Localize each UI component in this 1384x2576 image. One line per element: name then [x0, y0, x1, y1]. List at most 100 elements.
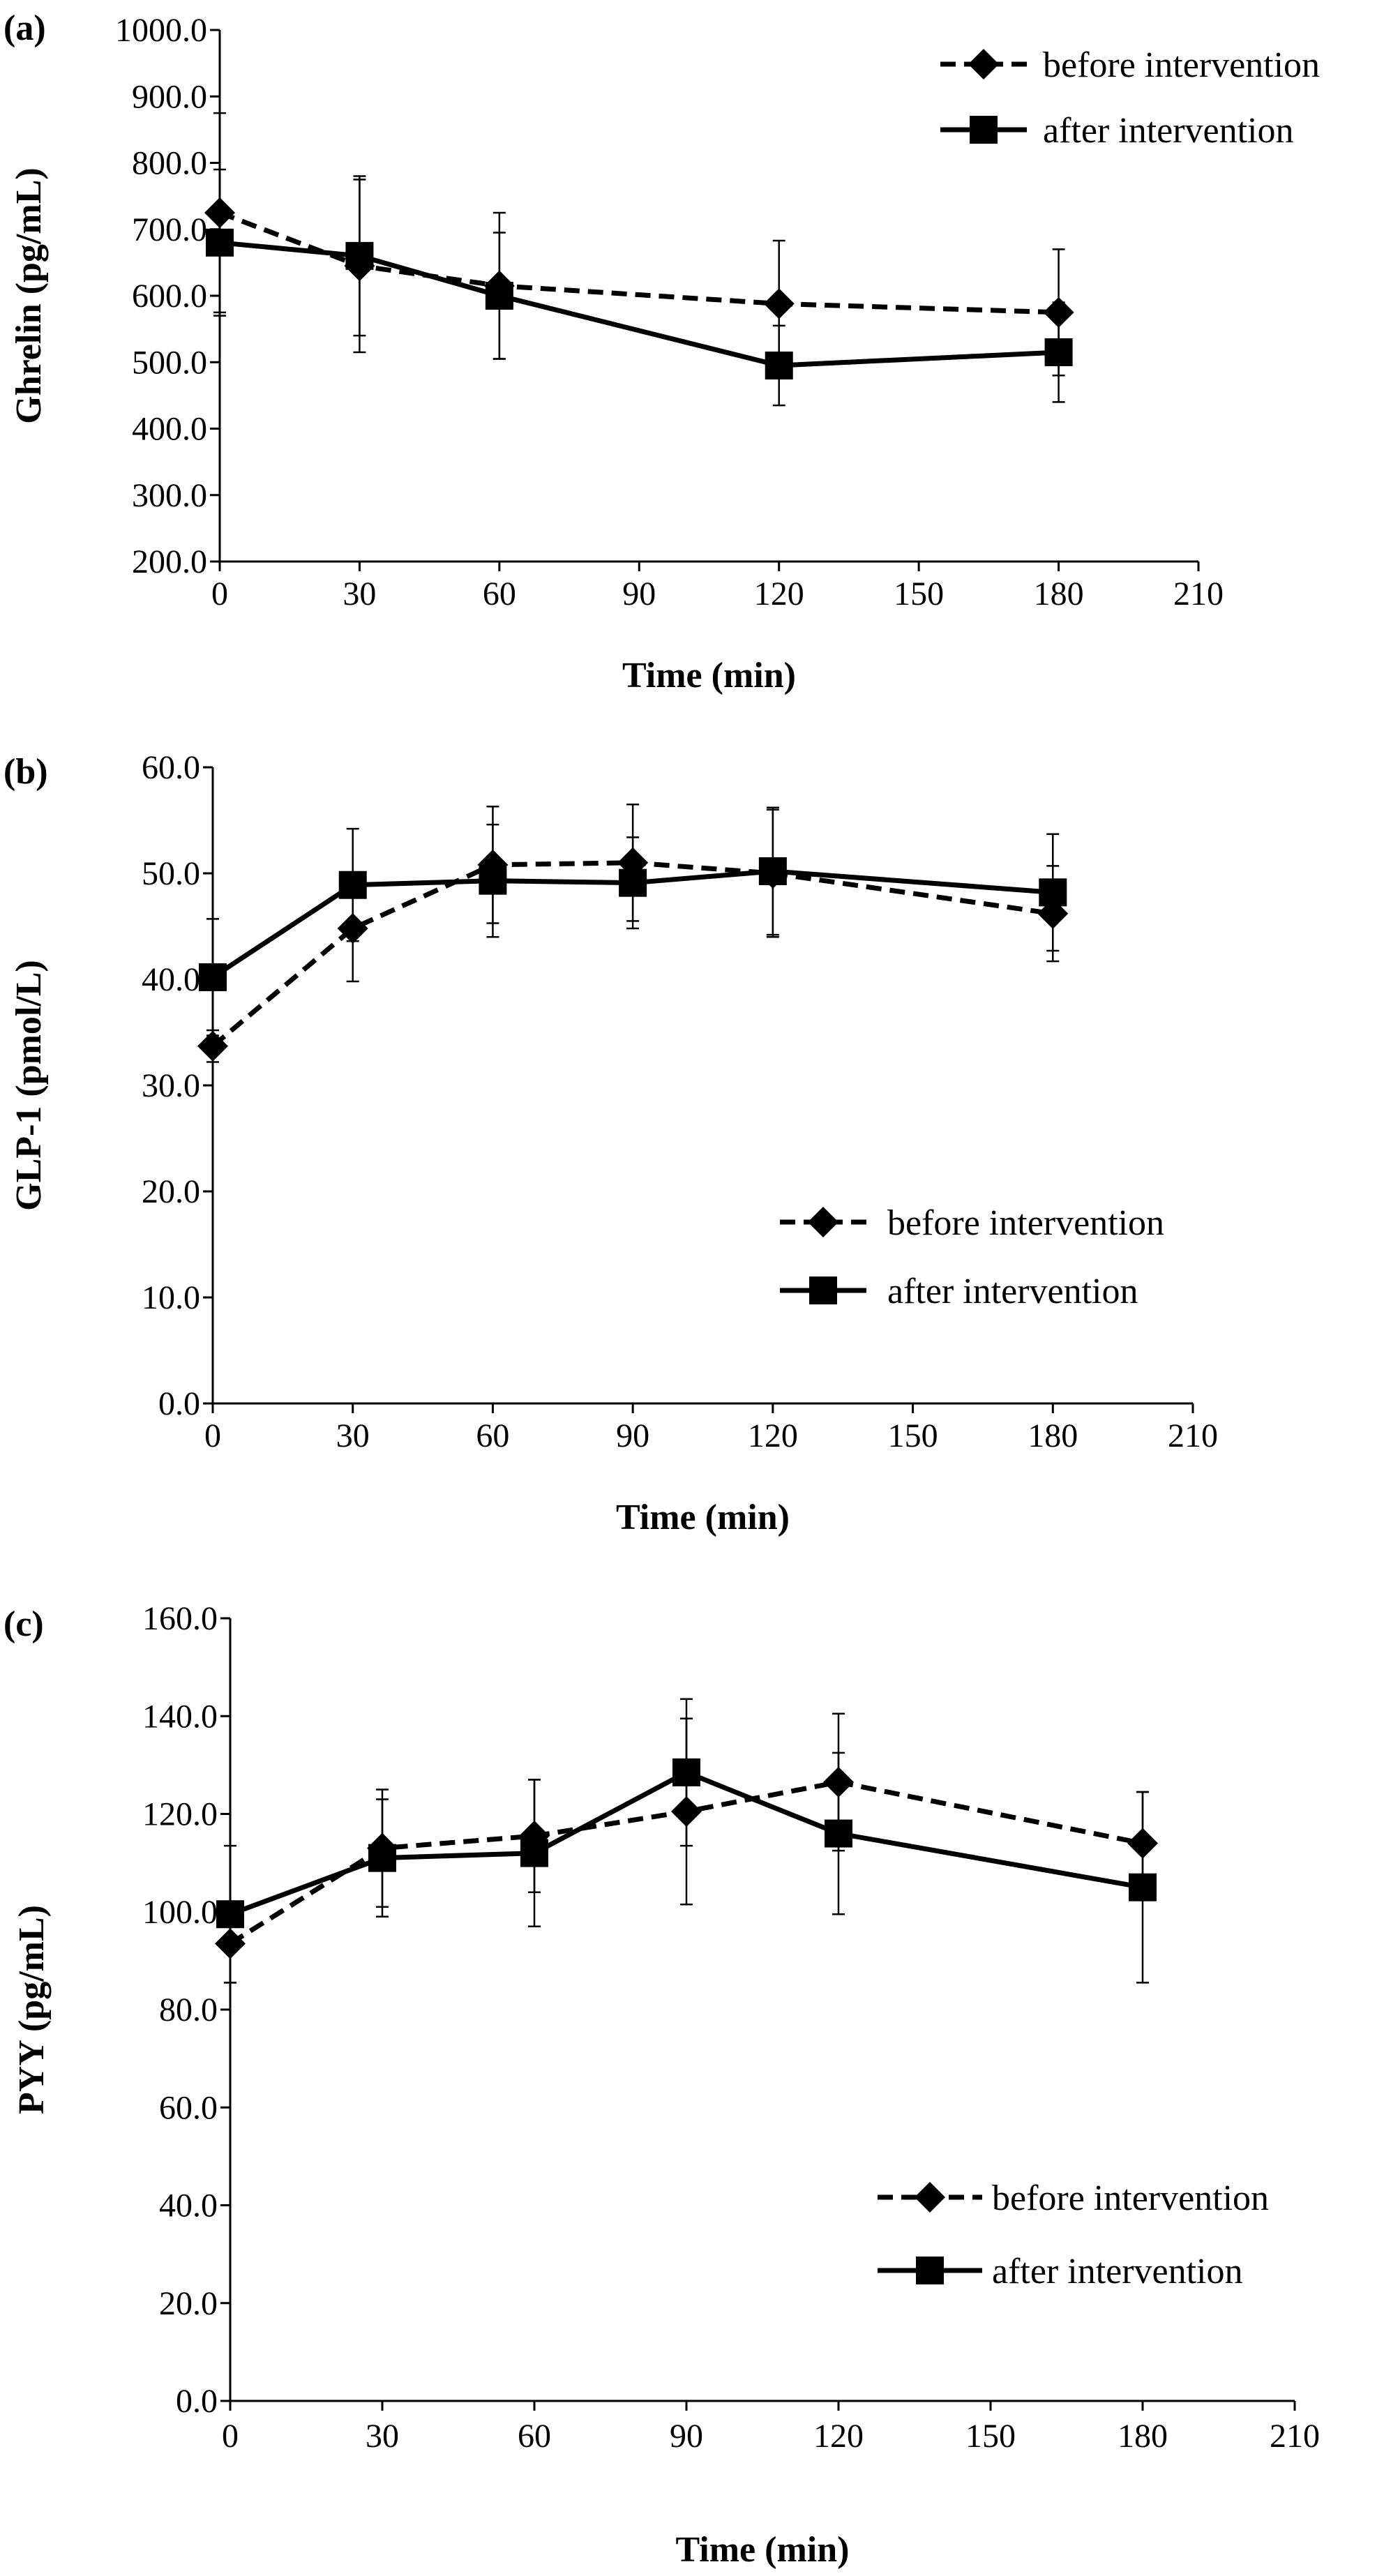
chart-panels: 200.0300.0400.0500.0600.0700.0800.0900.0…	[3, 8, 1320, 2570]
y-tick-label: 120.0	[142, 1796, 218, 1833]
x-tick-label: 210	[1173, 575, 1224, 612]
x-tick-label: 60	[483, 575, 516, 612]
y-tick-label: 140.0	[142, 1698, 218, 1735]
data-point-square	[345, 241, 374, 270]
series-line	[211, 860, 1053, 1048]
x-tick-label: 60	[518, 2418, 551, 2455]
y-axis-title: PYY (pg/mL)	[12, 1905, 52, 2114]
series-line	[211, 868, 1053, 979]
y-tick-label: 50.0	[142, 855, 200, 892]
series-line	[229, 1770, 1143, 1917]
x-tick-label: 60	[476, 1417, 509, 1454]
y-tick-label: 300.0	[132, 477, 207, 514]
y-tick-label: 0.0	[158, 1385, 200, 1422]
x-axis-title: Time (min)	[616, 1498, 790, 1537]
y-tick-label: 0.0	[176, 2383, 218, 2420]
x-tick-label: 0	[211, 575, 228, 612]
y-tick-label: 30.0	[142, 1067, 200, 1104]
legend: before intervention after intervention	[940, 45, 1320, 151]
data-point-square	[216, 1900, 244, 1929]
series-line	[229, 1779, 1143, 1946]
x-tick-label: 180	[1034, 575, 1084, 612]
data-point-square	[338, 871, 367, 899]
y-tick-label: 600.0	[132, 278, 207, 315]
x-axis-title: Time (min)	[622, 656, 796, 695]
data-point-square	[1044, 338, 1073, 366]
panel-label: (b)	[3, 752, 48, 792]
data-point-square	[206, 228, 234, 257]
data-point-square	[368, 1844, 396, 1872]
y-tick-label: 800.0	[132, 145, 207, 182]
chart-panel-1: 200.0 300.0 400.0 500.0 600.0 700.0 800.0 900.0…	[3, 8, 1320, 695]
series-after-intervention	[199, 806, 1067, 1037]
panel-label: (a)	[3, 8, 46, 48]
data-point-square	[765, 352, 793, 380]
y-tick-label: 60.0	[159, 2089, 218, 2126]
y-tick-label: 200.0	[132, 543, 207, 580]
y-tick-label: 100.0	[142, 1894, 218, 1931]
x-tick-label: 210	[1168, 1417, 1218, 1454]
x-tick-label: 180	[1028, 1417, 1078, 1454]
x-tick-label: 120	[748, 1417, 798, 1454]
x-tick-label: 180	[1118, 2418, 1168, 2455]
x-tick-label: 120	[754, 575, 804, 612]
x-tick-label: 150	[888, 1417, 938, 1454]
x-tick-label: 90	[670, 2418, 703, 2455]
legend-marker-square	[970, 116, 998, 144]
legend-label: before intervention	[1043, 45, 1320, 85]
legend-label: before intervention	[992, 2178, 1269, 2218]
x-tick-label: 30	[366, 2418, 399, 2455]
y-tick-label: 700.0	[132, 211, 207, 248]
legend-marker-square	[809, 1276, 837, 1304]
x-tick-label: 120	[813, 2418, 864, 2455]
y-tick-label: 80.0	[159, 1991, 218, 2028]
data-point-square	[1129, 1873, 1157, 1901]
series-after-intervention	[216, 1698, 1157, 1984]
legend-label: after intervention	[1043, 111, 1294, 151]
chart-panel-3: 0.0 20.0 40.0 60.0 80.0 100.0 120.0 140.0 160.0 0…	[3, 1600, 1320, 2570]
data-point-square	[1039, 878, 1067, 907]
x-tick-label: 90	[616, 1417, 649, 1454]
data-point-square	[672, 1758, 700, 1786]
y-tick-label: 60.0	[142, 749, 200, 786]
y-tick-label: 1000.0	[115, 12, 207, 49]
data-point-square	[479, 866, 507, 895]
data-point-diamond	[197, 1030, 228, 1062]
x-tick-label: 0	[204, 1417, 221, 1454]
y-tick-label: 40.0	[159, 2187, 218, 2224]
y-tick-label: 160.0	[142, 1600, 218, 1637]
y-tick-label: 500.0	[132, 344, 207, 381]
legend-marker-square	[916, 2257, 944, 2284]
legend-marker-diamond	[915, 2182, 945, 2213]
x-tick-label: 150	[965, 2418, 1016, 2455]
y-tick-label: 20.0	[159, 2285, 218, 2322]
series-after-intervention	[206, 168, 1073, 407]
panel-label: (c)	[3, 1604, 44, 1644]
y-axis-title: GLP-1 (pmol/L)	[9, 960, 49, 1211]
data-point-square	[825, 1819, 852, 1848]
y-tick-label: 20.0	[142, 1173, 200, 1210]
x-tick-label: 90	[622, 575, 656, 612]
data-point-diamond	[763, 288, 795, 319]
legend-marker-diamond	[808, 1207, 838, 1237]
y-axis-title: Ghrelin (pg/mL)	[9, 167, 49, 423]
y-tick-label: 900.0	[132, 78, 207, 115]
x-tick-label: 150	[894, 575, 944, 612]
data-point-square	[520, 1839, 548, 1867]
x-tick-label: 30	[343, 575, 376, 612]
x-tick-label: 210	[1270, 2418, 1320, 2455]
legend: before intervention after intervention	[878, 2178, 1269, 2291]
y-tick-label: 10.0	[142, 1279, 200, 1316]
chart-panel-2: 0.0 10.0 20.0 30.0 40.0 50.0 60.0 0 30 60 90 120 150…	[3, 749, 1218, 1537]
x-tick-label: 30	[336, 1417, 370, 1454]
y-tick-label: 40.0	[142, 961, 200, 998]
data-point-square	[485, 282, 513, 310]
legend: before intervention after intervention	[780, 1203, 1164, 1311]
data-point-square	[758, 857, 787, 885]
legend-marker-diamond	[968, 49, 999, 80]
data-point-square	[199, 963, 227, 991]
legend-label: after intervention	[992, 2252, 1243, 2291]
x-axis-title: Time (min)	[676, 2530, 850, 2570]
data-point-square	[619, 868, 647, 897]
